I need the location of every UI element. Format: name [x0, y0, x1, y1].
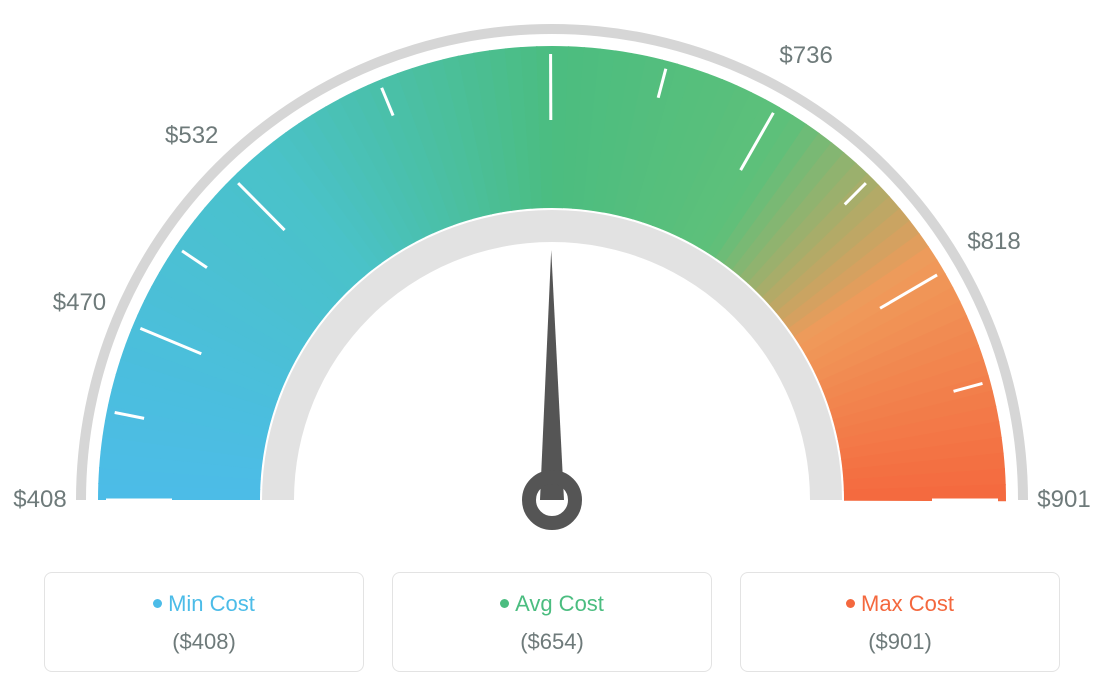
gauge-tick-label: $654 [524, 0, 577, 2]
legend-title-avg: Avg Cost [403, 591, 701, 617]
legend-title-min: Min Cost [55, 591, 353, 617]
legend-label-max: Max Cost [861, 591, 954, 616]
legend-value-min: ($408) [55, 629, 353, 655]
legend-card-min: Min Cost ($408) [44, 572, 364, 672]
legend-title-max: Max Cost [751, 591, 1049, 617]
legend-value-max: ($901) [751, 629, 1049, 655]
legend-label-avg: Avg Cost [515, 591, 604, 616]
legend-value-avg: ($654) [403, 629, 701, 655]
gauge-tick-label: $901 [1037, 486, 1090, 514]
gauge-tick-label: $408 [13, 486, 66, 514]
gauge-chart: $408 $470 $532 $654 $736 $818 $901 [0, 0, 1104, 560]
gauge-tick-label: $736 [779, 42, 832, 70]
legend-dot-max [846, 599, 855, 608]
legend-label-min: Min Cost [168, 591, 255, 616]
gauge-svg [0, 0, 1104, 560]
gauge-tick-label: $532 [165, 122, 218, 150]
legend-dot-min [153, 599, 162, 608]
legend-row: Min Cost ($408) Avg Cost ($654) Max Cost… [0, 572, 1104, 672]
gauge-tick-label: $470 [53, 289, 106, 317]
legend-card-max: Max Cost ($901) [740, 572, 1060, 672]
legend-dot-avg [500, 599, 509, 608]
legend-card-avg: Avg Cost ($654) [392, 572, 712, 672]
gauge-tick-label: $818 [967, 228, 1020, 256]
